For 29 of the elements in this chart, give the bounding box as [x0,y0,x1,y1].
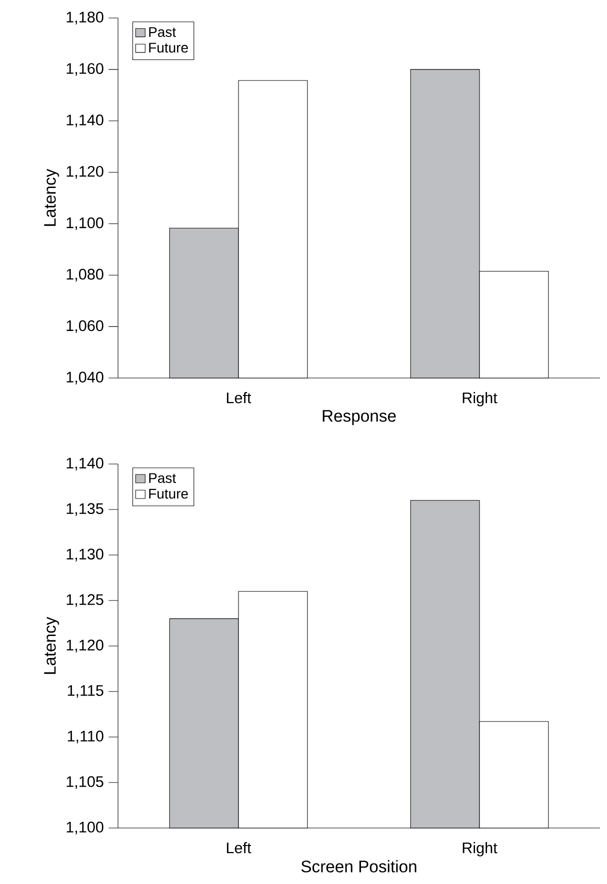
y-tick-label: 1,140 [66,458,104,470]
y-tick-label: 1,060 [66,320,104,333]
y-tick-label: 1,080 [66,268,104,282]
y-tick-label: 1,130 [66,548,104,562]
x-tick-label: Right [462,392,498,406]
x-tick-label: Right [462,842,498,856]
y-tick-label: 1,105 [66,776,104,789]
y-tick-label: 1,125 [66,594,104,607]
y-tick-label: 1,115 [68,685,104,698]
y-tick-label: 1,140 [66,114,104,128]
y-tick-label: 1,135 [66,503,104,516]
y-tick-label: 1,160 [66,63,104,76]
y-axis-title: Latency [44,168,60,226]
x-axis-title: Screen Position [301,860,416,872]
legend-label: Future [149,488,188,499]
y-tick-label: 1,120 [66,166,104,179]
x-tick-label: Left [226,392,252,404]
y-tick-label: 1,110 [68,730,104,744]
x-axis-title: Response [322,410,396,426]
y-tick-label: 1,180 [66,12,104,24]
y-tick-label: 1,120 [66,640,104,652]
legend-label: Future [149,42,188,53]
legend-label: Past [149,473,176,484]
y-tick-label: 1,100 [66,217,104,230]
legend-label: Past [149,27,176,37]
x-tick-label: Left [226,842,252,854]
y-tick-label: 1,100 [66,822,104,834]
y-tick-label: 1,040 [66,372,104,384]
y-axis-title: Latency [44,616,60,674]
